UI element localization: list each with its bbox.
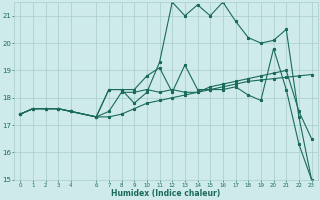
- X-axis label: Humidex (Indice chaleur): Humidex (Indice chaleur): [111, 189, 220, 198]
